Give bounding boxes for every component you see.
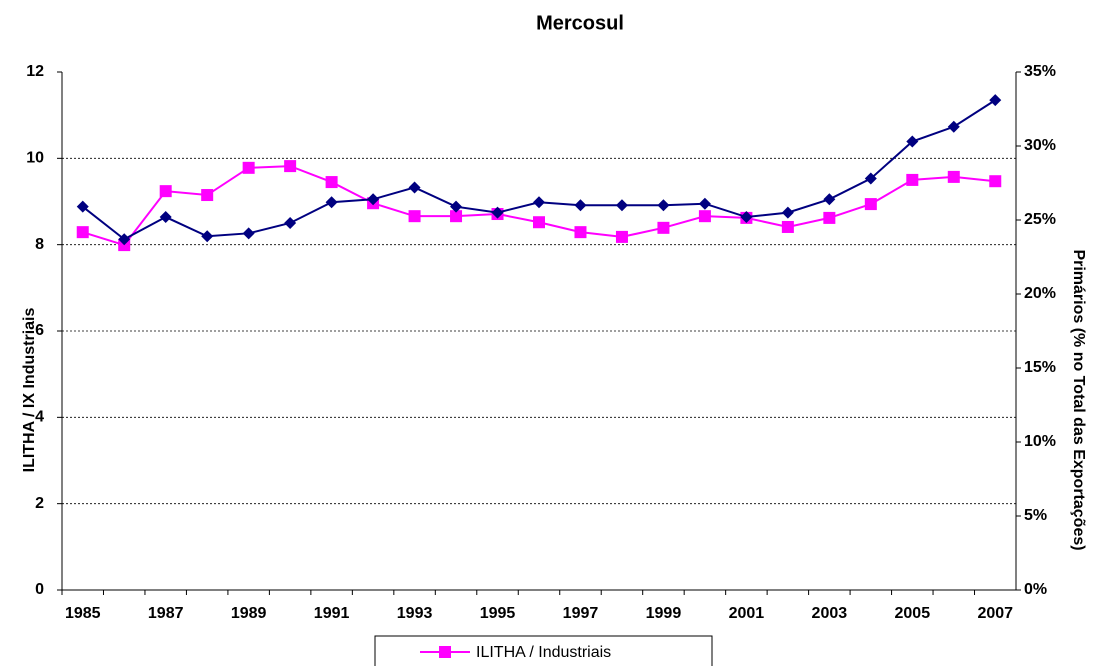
- marker: [574, 226, 587, 239]
- y2-tick-label: 10%: [1024, 433, 1056, 450]
- x-tick-label: 1985: [65, 605, 101, 622]
- marker: [615, 230, 628, 243]
- chart-title: Mercosul: [536, 12, 624, 34]
- marker: [284, 160, 297, 173]
- marker: [947, 170, 960, 183]
- marker: [408, 210, 421, 223]
- marker: [823, 211, 836, 224]
- y2-axis-label: Primários (% no Total das Exportações): [1070, 249, 1087, 550]
- y-tick-label: 12: [26, 63, 44, 80]
- marker: [864, 172, 877, 185]
- marker: [615, 199, 628, 212]
- legend-label: ILITHA / Industriais: [476, 644, 611, 661]
- y-tick-label: 2: [35, 495, 44, 512]
- marker: [325, 176, 338, 189]
- marker: [159, 185, 172, 198]
- marker: [408, 181, 421, 194]
- x-tick-label: 1989: [231, 605, 267, 622]
- marker: [947, 120, 960, 133]
- marker: [906, 135, 919, 148]
- marker: [159, 211, 172, 224]
- marker: [242, 227, 255, 240]
- y2-tick-label: 25%: [1024, 211, 1056, 228]
- marker: [533, 216, 545, 229]
- x-tick-label: 1999: [646, 605, 682, 622]
- marker: [698, 197, 711, 210]
- marker: [450, 200, 463, 213]
- x-tick-label: 1997: [563, 605, 599, 622]
- marker: [657, 221, 670, 234]
- y2-tick-label: 35%: [1024, 63, 1056, 80]
- marker: [491, 206, 504, 219]
- marker: [823, 193, 836, 206]
- marker: [989, 94, 1002, 107]
- marker: [76, 200, 89, 213]
- y-tick-label: 10: [26, 150, 44, 167]
- y2-tick-label: 5%: [1024, 507, 1047, 524]
- y2-tick-label: 20%: [1024, 285, 1056, 302]
- x-tick-label: 1993: [397, 605, 433, 622]
- y-axis-label: ILITHA / IX Industriais: [21, 308, 38, 473]
- x-tick-label: 1995: [480, 605, 516, 622]
- legend-marker: [439, 646, 451, 658]
- marker: [201, 189, 214, 202]
- y-tick-label: 0: [35, 581, 44, 598]
- y2-tick-label: 30%: [1024, 137, 1056, 154]
- y-tick-label: 6: [35, 322, 44, 339]
- marker: [740, 211, 753, 224]
- marker: [242, 161, 255, 174]
- y2-tick-label: 0%: [1024, 581, 1047, 598]
- marker: [781, 220, 794, 233]
- x-tick-label: 2007: [977, 605, 1013, 622]
- marker: [864, 198, 877, 211]
- y-tick-label: 8: [35, 236, 44, 253]
- x-tick-label: 1987: [148, 605, 184, 622]
- marker: [698, 210, 711, 223]
- x-tick-label: 2003: [812, 605, 848, 622]
- marker: [76, 226, 89, 239]
- y2-tick-label: 15%: [1024, 359, 1056, 376]
- marker: [989, 175, 1002, 188]
- y-tick-label: 4: [35, 409, 44, 426]
- marker: [284, 216, 297, 229]
- marker: [533, 196, 545, 209]
- marker: [781, 206, 794, 219]
- marker: [118, 233, 131, 246]
- marker: [201, 230, 214, 243]
- x-tick-label: 2001: [729, 605, 765, 622]
- marker: [574, 199, 587, 212]
- x-tick-label: 1991: [314, 605, 350, 622]
- marker: [906, 173, 919, 186]
- marker: [325, 196, 338, 209]
- x-tick-label: 2005: [895, 605, 931, 622]
- marker: [367, 193, 380, 206]
- marker: [450, 210, 463, 223]
- marker: [657, 199, 670, 212]
